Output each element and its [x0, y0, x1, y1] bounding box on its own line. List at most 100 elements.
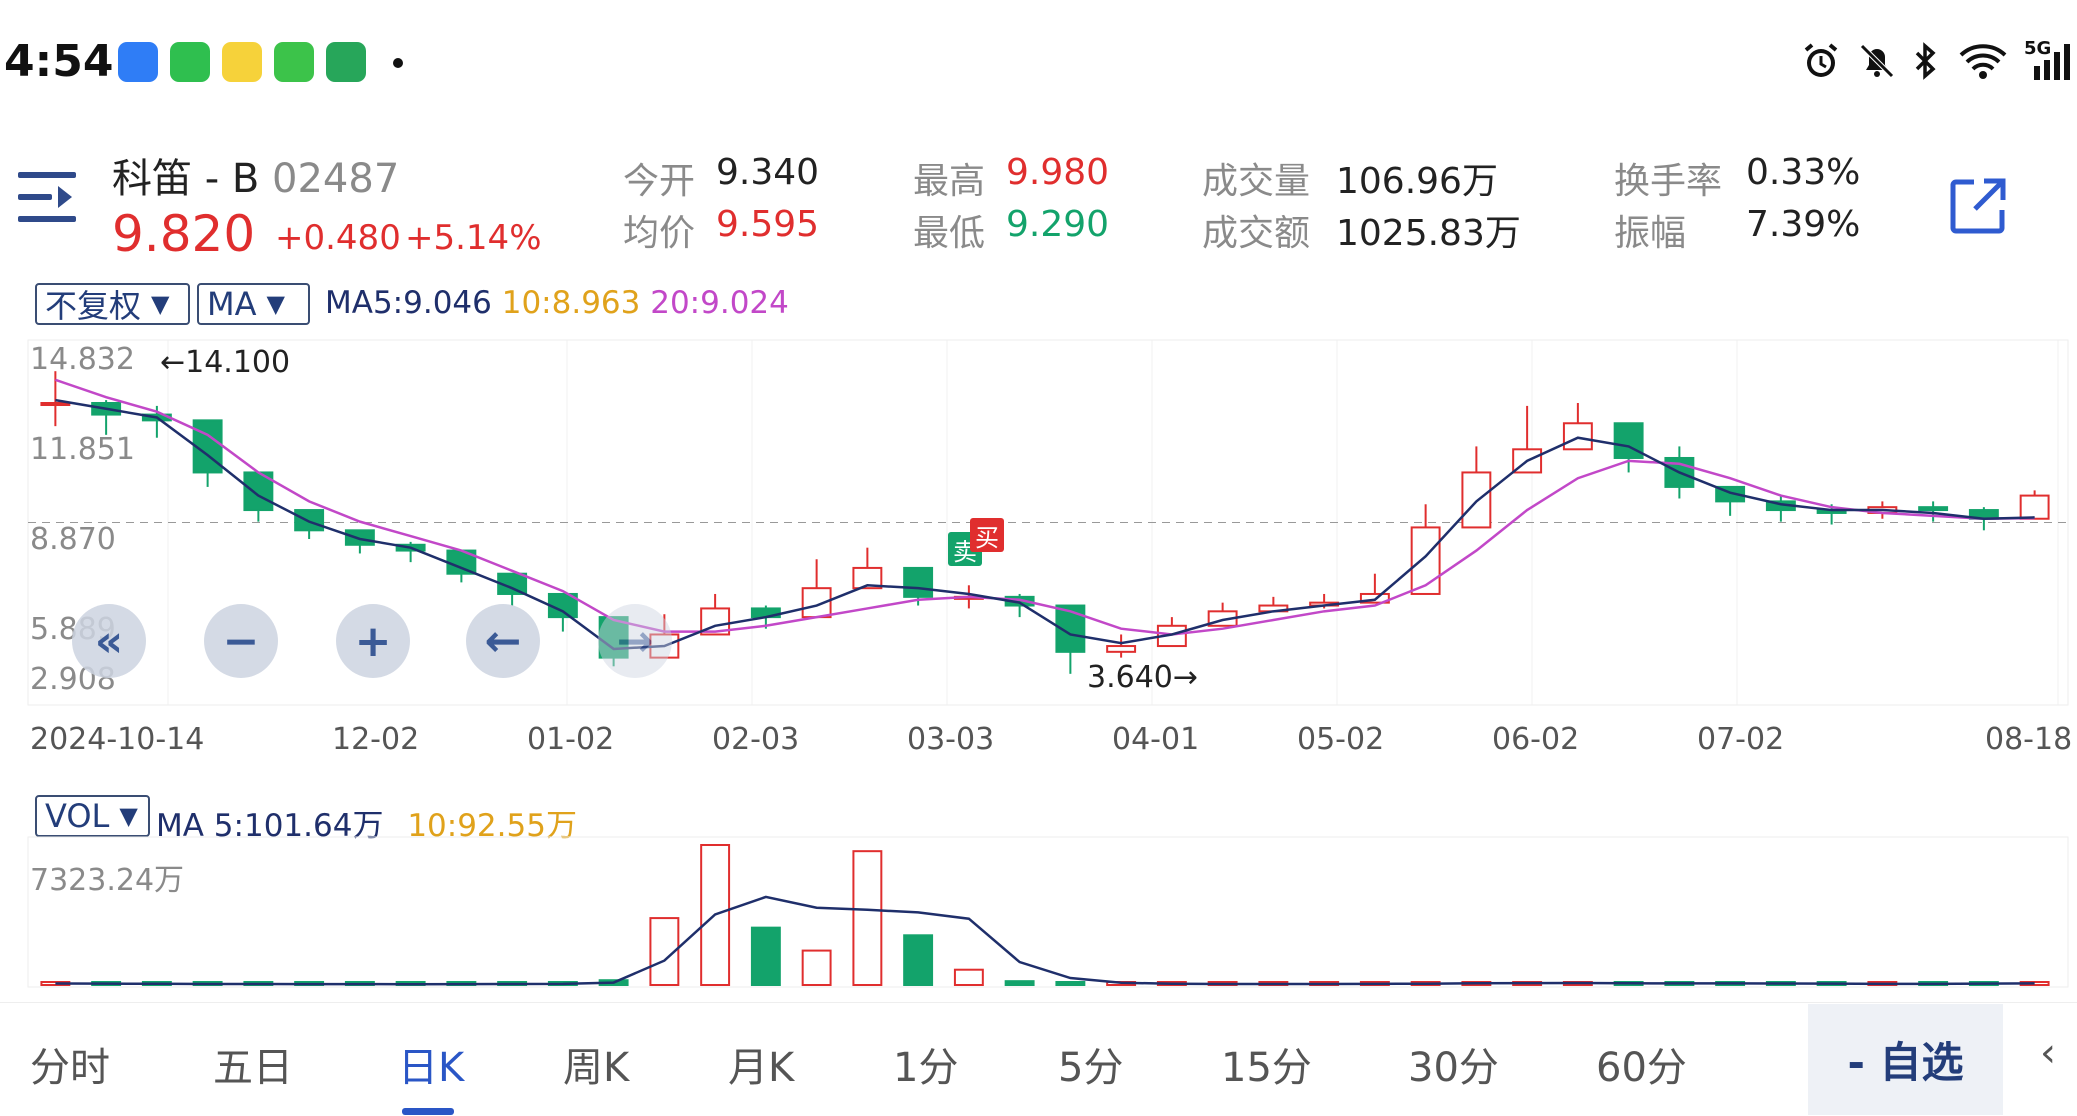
arrow-left-icon: ←: [484, 615, 522, 667]
candle: [2019, 494, 2050, 520]
minus-icon: −: [222, 615, 260, 667]
open-value: 9.340: [716, 152, 820, 193]
game-icon: [222, 42, 262, 82]
status-time: 4:54: [4, 36, 114, 87]
chevron-down-icon: ▼: [151, 290, 170, 318]
max-price-label: ←14.100: [160, 345, 291, 380]
ma20-line: [54, 378, 2035, 636]
candle: [344, 529, 375, 546]
tab-five-day[interactable]: 五日: [213, 1045, 293, 1091]
tab-intraday[interactable]: 分时: [30, 1045, 110, 1091]
volume-chart[interactable]: [0, 835, 2077, 995]
kline-chart[interactable]: [0, 330, 2077, 800]
fruit-icon: [326, 42, 366, 82]
amplitude-label: 振幅: [1614, 213, 1687, 254]
menu-icon[interactable]: [18, 168, 80, 226]
indicator-dropdown-label: MA: [207, 285, 257, 323]
volume-label: 成交量: [1202, 161, 1311, 202]
plus-icon: +: [354, 615, 392, 667]
chart-frame: [27, 339, 2069, 706]
ma5-line: [55, 398, 2035, 651]
candle: [598, 616, 629, 659]
chat-icon: [274, 42, 314, 82]
scroll-right-button[interactable]: →: [598, 604, 672, 678]
tab-weekly-k[interactable]: 周K: [563, 1045, 630, 1091]
y-tick: 14.832: [30, 342, 135, 377]
volume-bar: [1055, 981, 1086, 986]
low-value: 9.290: [1006, 204, 1110, 245]
x-tick: 01-02: [527, 722, 615, 757]
volume-bar: [801, 949, 832, 987]
volume-bar: [1004, 980, 1035, 987]
volume-value: 106.96万: [1336, 161, 1498, 202]
scroll-start-button[interactable]: «: [72, 604, 146, 678]
candle: [294, 509, 325, 532]
x-tick: 12-02: [332, 722, 420, 757]
stock-code: 02487: [272, 156, 400, 202]
volume-bar: [649, 917, 680, 986]
candle: [1918, 506, 1949, 512]
high-label: 最高: [913, 161, 986, 202]
vol-legend: MA 5:101.64万 10:92.55万: [156, 800, 577, 845]
x-tick: 02-03: [712, 722, 800, 757]
min-price-label: 3.640→: [1087, 660, 1199, 695]
zoom-in-button[interactable]: +: [336, 604, 410, 678]
turnover-value: 0.33%: [1746, 152, 1861, 193]
period-tab-bar: [0, 1002, 2077, 1116]
ma-legend: MA5:9.046 10:8.963 20:9.024: [325, 285, 789, 321]
chevron-down-icon: ▼: [266, 290, 285, 318]
volume-bar: [852, 850, 883, 987]
avg-label: 均价: [623, 213, 696, 254]
mute-icon: [1860, 44, 1894, 78]
stock-name: 科笛 - B 02487: [112, 146, 399, 204]
volume-bar: [750, 926, 781, 987]
x-tick: 04-01: [1112, 722, 1200, 757]
scroll-left-button[interactable]: ←: [466, 604, 540, 678]
x-tick: 07-02: [1697, 722, 1785, 757]
chevron-down-icon: ▼: [119, 802, 138, 830]
tab-60min[interactable]: 60分: [1596, 1045, 1687, 1091]
avg-value: 9.595: [716, 204, 820, 245]
tab-5min[interactable]: 5分: [1058, 1045, 1124, 1091]
x-tick: 2024-10-14: [30, 722, 205, 757]
arrow-right-icon: →: [616, 615, 654, 667]
add-watchlist-button[interactable]: - 自选: [1808, 1004, 2003, 1115]
turnover-label: 换手率: [1614, 161, 1723, 202]
tab-daily-k[interactable]: 日K: [398, 1045, 465, 1091]
candle: [903, 566, 934, 598]
vol-dropdown[interactable]: VOL ▼: [35, 795, 150, 837]
tab-15min[interactable]: 15分: [1221, 1045, 1312, 1091]
signal-icon: [2034, 44, 2070, 80]
candle: [852, 566, 883, 590]
high-value: 9.980: [1006, 152, 1110, 193]
amount-value: 1025.83万: [1336, 213, 1521, 254]
ma20-legend: 20:9.024: [650, 285, 789, 321]
tab-monthly-k[interactable]: 月K: [728, 1045, 795, 1091]
vol-max-label: 7323.24万: [30, 863, 185, 898]
zoom-out-button[interactable]: −: [204, 604, 278, 678]
y-tick: 11.851: [30, 432, 135, 467]
indicator-dropdown[interactable]: MA ▼: [197, 283, 310, 325]
vol-dropdown-label: VOL: [45, 797, 110, 835]
messenger-icon: [118, 42, 158, 82]
open-label: 今开: [623, 161, 696, 202]
volume-bar: [953, 968, 984, 986]
bluetooth-icon: [1915, 42, 1936, 80]
stock-price: 9.820: [112, 205, 256, 263]
ma10-legend: 10:8.963: [501, 285, 641, 321]
stock-name-text: 科笛 - B: [112, 156, 260, 202]
adjust-dropdown-label: 不复权: [45, 287, 142, 325]
amplitude-value: 7.39%: [1746, 204, 1861, 245]
candle: [192, 419, 223, 474]
adjust-dropdown[interactable]: 不复权 ▼: [35, 283, 190, 325]
chevron-left-icon[interactable]: ‹: [2040, 1030, 2056, 1076]
alarm-icon: [1804, 43, 1838, 77]
tab-1min[interactable]: 1分: [893, 1045, 959, 1091]
y-tick: 8.870: [30, 522, 116, 557]
buy-badge[interactable]: 买: [970, 518, 1004, 552]
volume-frame: [27, 836, 2069, 988]
x-tick: 06-02: [1492, 722, 1580, 757]
active-tab-indicator: [402, 1108, 454, 1115]
expand-icon[interactable]: [1948, 176, 2008, 236]
tab-30min[interactable]: 30分: [1408, 1045, 1499, 1091]
